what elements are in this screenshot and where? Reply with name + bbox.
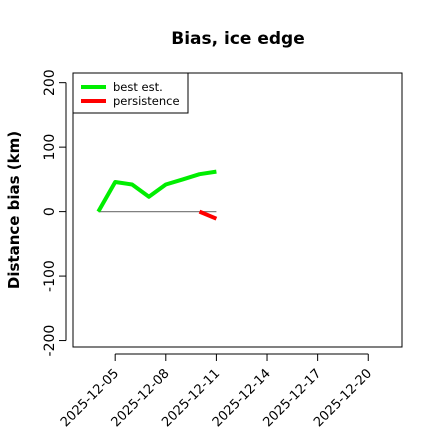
series-line-1 [198,209,218,221]
y-tick-label: -200 [42,325,58,357]
legend-label-0: best est. [113,80,163,94]
y-axis: -200 -100 0 100 200 [42,69,67,357]
series-line-0 [96,169,217,213]
x-axis: 2025-12-052025-12-082025-12-112025-12-14… [58,353,375,430]
y-tick-label: 100 [42,134,58,161]
y-axis-label: Distance bias (km) [5,131,23,289]
y-tick-label: -100 [42,260,58,292]
plot-area [96,169,218,221]
y-tick-label: 200 [42,69,58,96]
legend-label-1: persistence [113,94,180,108]
plot-frame [72,72,403,348]
y-tick-label: 0 [42,207,58,216]
legend-box [72,72,189,114]
chart-title: Bias, ice edge [171,29,305,49]
legend: best est.persistence [72,72,189,114]
